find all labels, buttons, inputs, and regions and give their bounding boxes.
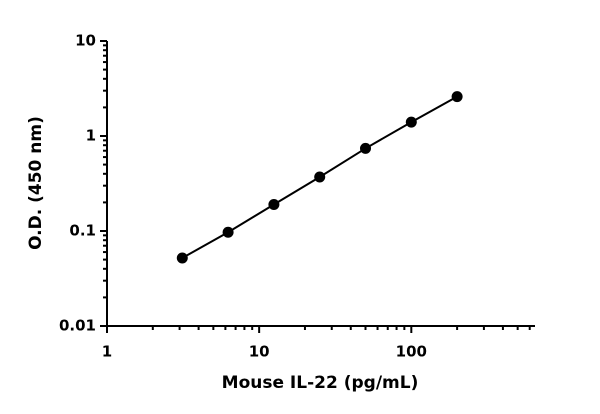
x-axis-label: Mouse IL-22 (pg/mL) [222,373,419,393]
data-point [268,199,280,211]
data-point [451,91,463,103]
y-tick-label: 1 [86,127,96,145]
x-tick-label: 10 [249,343,270,361]
x-tick-label: 1 [102,343,112,361]
data-point [314,171,326,183]
data-point [176,252,188,264]
data-point [360,142,372,154]
data-point [405,116,417,128]
y-tick-label: 0.1 [69,222,96,240]
y-tick-label: 10 [75,32,96,50]
y-tick-label: 0.01 [59,317,96,335]
data-point [222,226,234,238]
y-axis-label: O.D. (450 nm) [26,116,46,250]
x-tick-label: 100 [396,343,427,361]
